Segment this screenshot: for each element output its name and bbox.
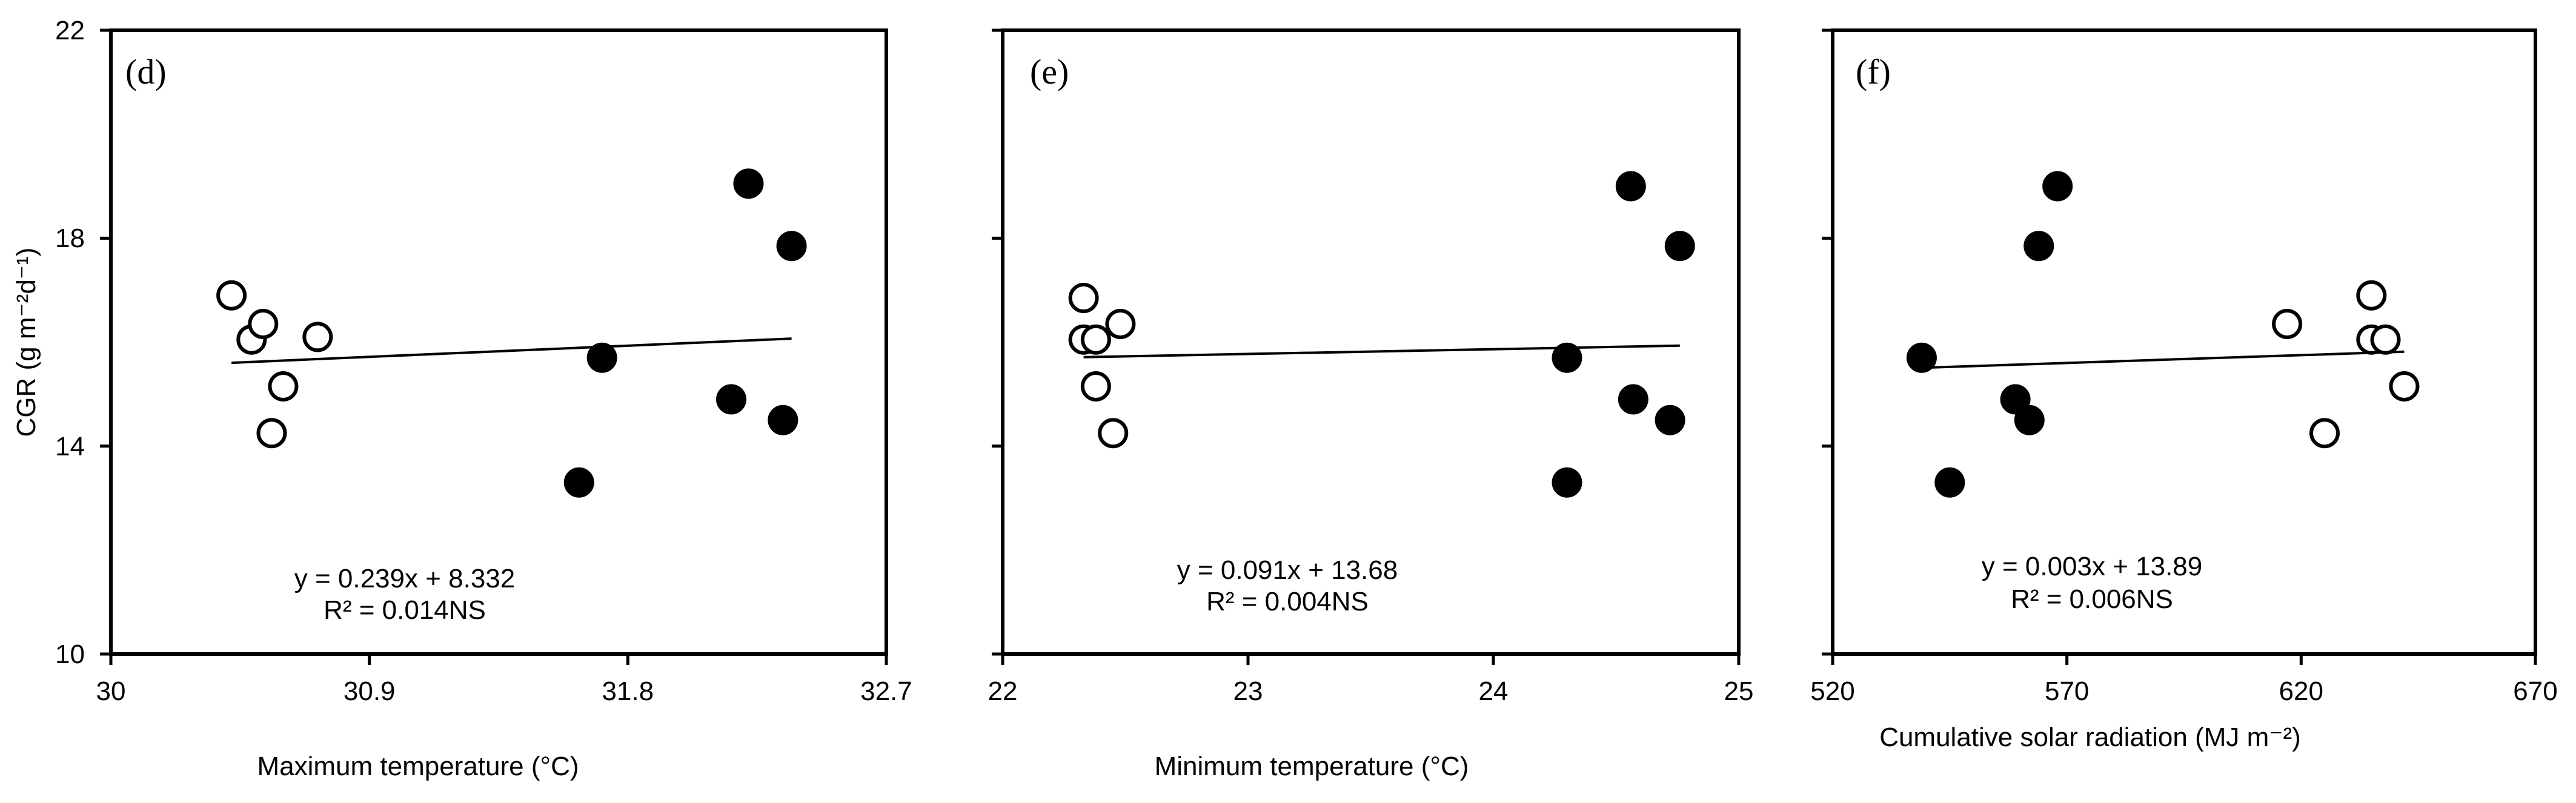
tick-marks (1822, 28, 2537, 665)
filled-data-point (1934, 467, 1965, 498)
filled-data-point (2000, 384, 2031, 415)
open-data-point (1080, 371, 1111, 402)
y-tick-label: 22 (55, 16, 85, 45)
filled-data-point (563, 467, 594, 498)
data-points (1068, 171, 1695, 498)
filled-data-point (1552, 342, 1582, 373)
filled-data-point (1906, 342, 1937, 373)
y-tick-labels: 10 14 18 22 (55, 16, 85, 669)
x-tick-label: 22 (988, 676, 1018, 706)
filled-data-point (776, 231, 807, 262)
filled-data-point (586, 342, 617, 373)
open-data-point (1105, 308, 1136, 339)
r-squared: R² = 0.006NS (2011, 584, 2173, 614)
x-tick-label: 520 (1810, 676, 1854, 706)
panel-e: (e) Minimum temperature (°C) y = 0.091x … (988, 28, 1754, 781)
tick-marks (100, 28, 888, 665)
open-data-point (2370, 324, 2401, 355)
data-points (1906, 171, 2420, 498)
y-tick-label: 18 (55, 223, 85, 253)
plot-frame (1831, 28, 2537, 656)
filled-data-point (716, 384, 746, 415)
open-data-point (248, 308, 279, 339)
open-data-point (1098, 418, 1129, 449)
x-tick-labels: 30 30.9 31.8 32.7 (96, 676, 912, 706)
x-tick-labels: 520 570 620 670 (1810, 676, 2557, 706)
y-axis-label: CGR (g m⁻²d⁻¹) (12, 248, 41, 437)
filled-data-point (1664, 231, 1695, 262)
x-tick-label: 30 (96, 676, 126, 706)
x-tick-label: 31.8 (602, 676, 654, 706)
open-data-point (256, 418, 287, 449)
regression-equation: y = 0.003x + 13.89 (1982, 552, 2203, 581)
filled-data-point (2042, 171, 2073, 202)
x-tick-label: 570 (2045, 676, 2089, 706)
r-squared: R² = 0.004NS (1206, 587, 1369, 616)
y-tick-label: 10 (55, 639, 85, 669)
regression-equation: y = 0.239x + 8.332 (294, 564, 516, 593)
x-tick-label: 670 (2513, 676, 2557, 706)
open-data-point (1068, 283, 1099, 314)
x-tick-label: 30.9 (344, 676, 396, 706)
filled-data-point (2023, 231, 2054, 262)
r-squared: R² = 0.014NS (324, 595, 486, 625)
panel-d: (d) CGR (g m⁻²d⁻¹) Maximum temperature (… (12, 16, 912, 781)
x-axis-label: Minimum temperature (°C) (1155, 752, 1469, 781)
open-data-point (2389, 371, 2420, 402)
filled-data-point (1618, 384, 1648, 415)
x-tick-label: 24 (1479, 676, 1509, 706)
x-tick-label: 32.7 (860, 676, 912, 706)
plot-frame (109, 28, 888, 656)
x-tick-labels: 22 23 24 25 (988, 676, 1754, 706)
filled-data-point (2014, 405, 2045, 435)
y-tick-label: 14 (55, 432, 85, 461)
panel-f: (f) Cumulative solar radiation (MJ m⁻²) … (1810, 28, 2558, 752)
open-data-point (2272, 308, 2303, 339)
x-axis-label: Cumulative solar radiation (MJ m⁻²) (1879, 722, 2301, 752)
panel-label: (e) (1030, 52, 1069, 91)
open-data-point (2356, 280, 2387, 311)
panel-label: (d) (125, 52, 167, 91)
regression-equation: y = 0.091x + 13.68 (1177, 555, 1398, 585)
x-axis-label: Maximum temperature (°C) (257, 752, 579, 781)
open-data-point (1080, 324, 1111, 355)
tick-marks (992, 28, 1741, 665)
x-tick-label: 25 (1724, 676, 1754, 706)
x-tick-label: 23 (1233, 676, 1263, 706)
trendline (231, 337, 792, 365)
filled-data-point (1655, 405, 1685, 435)
trendline (1083, 344, 1680, 359)
open-data-point (302, 322, 333, 352)
filled-data-point (768, 405, 798, 435)
x-tick-label: 620 (2279, 676, 2323, 706)
open-data-point (268, 371, 299, 402)
open-data-point (216, 280, 247, 311)
data-points (216, 168, 807, 498)
trendline (1921, 350, 2405, 369)
filled-data-point (1552, 467, 1582, 498)
filled-data-point (733, 168, 764, 199)
open-data-point (2309, 418, 2340, 449)
plot-frame (1001, 28, 1741, 656)
filled-data-point (1615, 171, 1646, 202)
panel-label: (f) (1856, 52, 1891, 91)
